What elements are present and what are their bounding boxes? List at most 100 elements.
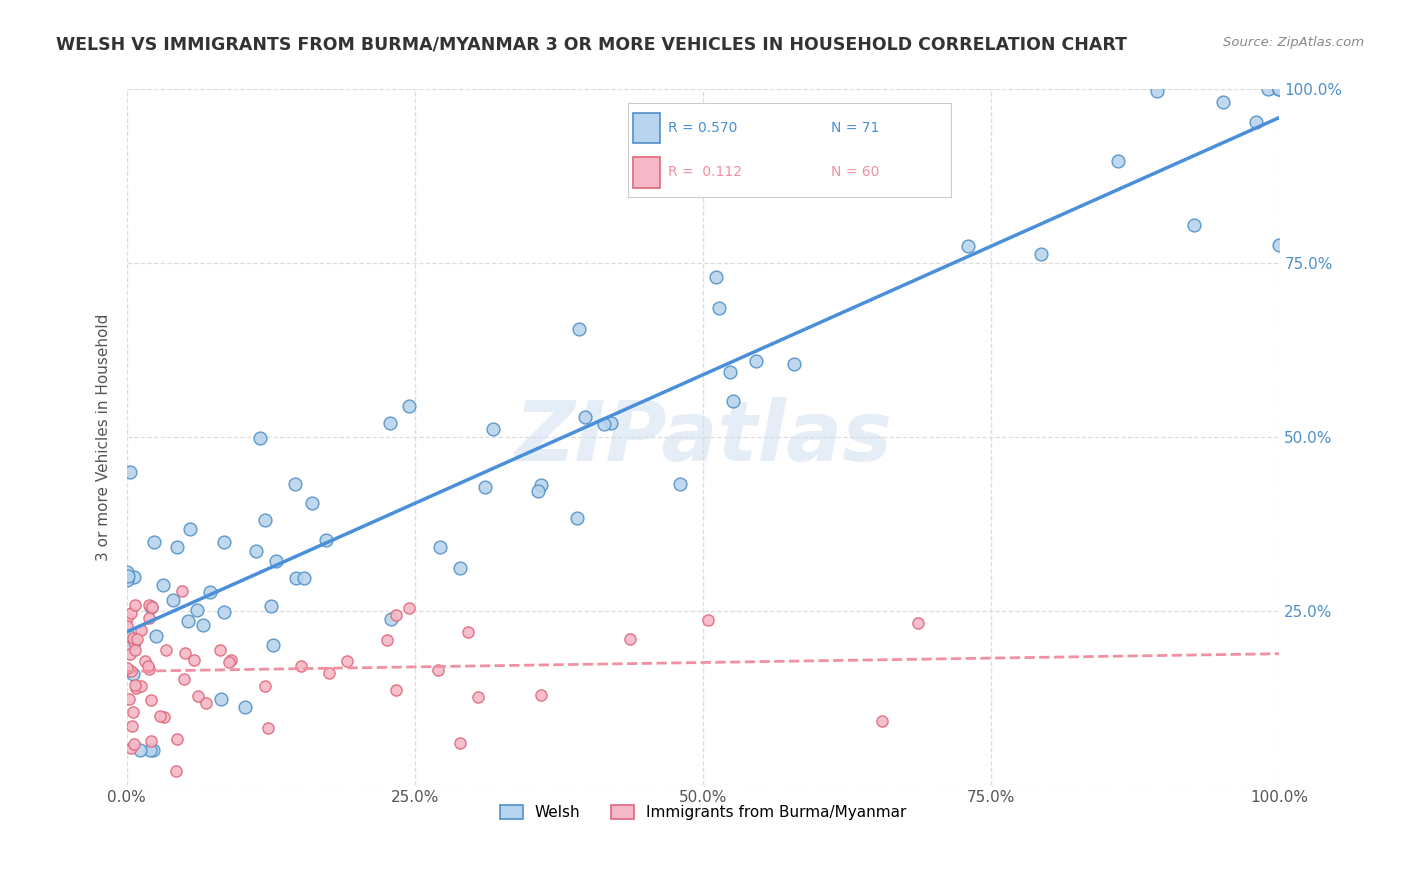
Point [249,431,271,445]
Point [697,613,720,627]
Point [301,495,323,509]
Point [122,631,145,645]
Point [218,655,240,669]
Point [427,663,450,677]
Point [245,543,267,558]
Point [177,614,200,628]
Point [530,688,553,702]
Point [593,417,616,431]
Point [669,477,692,491]
Point [377,632,399,647]
Point [1246,115,1268,129]
Point [398,601,420,615]
Point [117,569,139,583]
Point [574,409,596,424]
Point [115,573,138,587]
Point [138,611,160,625]
Point [619,632,641,646]
Point [142,743,165,757]
Point [165,764,187,778]
Point [214,535,236,549]
Point [139,734,162,748]
Point [122,635,145,649]
Point [139,743,162,757]
Point [117,628,139,642]
Point [526,483,548,498]
Point [200,585,222,599]
Point [956,239,979,253]
Point [385,607,408,622]
Point [467,690,489,705]
Point [183,653,205,667]
Point [115,565,138,579]
Legend: Welsh, Immigrants from Burma/Myanmar: Welsh, Immigrants from Burma/Myanmar [494,798,912,826]
Point [121,664,143,678]
Point [155,642,177,657]
Point [186,690,208,704]
Point [138,662,160,676]
Point [129,743,152,757]
Point [457,625,479,640]
Point [745,354,768,368]
Point [398,399,420,413]
Point [121,719,143,733]
Point [141,600,163,615]
Point [124,570,146,584]
Point [482,422,505,436]
Point [125,681,148,696]
Point [142,534,165,549]
Point [449,561,471,575]
Point [474,480,496,494]
Point [152,578,174,592]
Point [565,511,588,525]
Point [1146,84,1168,98]
Point [149,709,172,723]
Point [193,618,215,632]
Point [1268,82,1291,96]
Point [292,571,315,585]
Point [139,693,162,707]
Point [209,692,232,706]
Text: Source: ZipAtlas.com: Source: ZipAtlas.com [1223,36,1364,49]
Point [1107,154,1129,169]
Point [212,605,235,619]
Point [721,394,744,409]
Point [285,571,308,585]
Point [290,659,312,673]
Point [129,623,152,637]
Point [115,619,138,633]
Point [783,357,806,371]
Point [172,584,194,599]
Point [115,661,138,675]
Point [1257,82,1279,96]
Point [1268,82,1291,96]
Point [718,365,741,379]
Point [221,653,243,667]
Point [262,638,284,652]
Point [336,654,359,668]
Point [134,654,156,668]
Point [124,678,146,692]
Point [870,714,893,729]
Point [162,592,184,607]
Point [131,679,153,693]
Point [166,540,188,554]
Point [315,533,337,548]
Point [253,679,276,693]
Point [115,640,138,654]
Point [186,603,208,617]
Point [257,722,280,736]
Point [529,477,551,491]
Point [1268,82,1291,96]
Y-axis label: 3 or more Vehicles in Household: 3 or more Vehicles in Household [96,313,111,561]
Point [120,741,142,756]
Point [707,301,730,315]
Point [260,599,283,613]
Point [318,665,340,680]
Point [429,540,451,554]
Point [138,598,160,612]
Point [1268,238,1291,252]
Point [449,736,471,750]
Point [1182,218,1205,232]
Point [124,598,146,612]
